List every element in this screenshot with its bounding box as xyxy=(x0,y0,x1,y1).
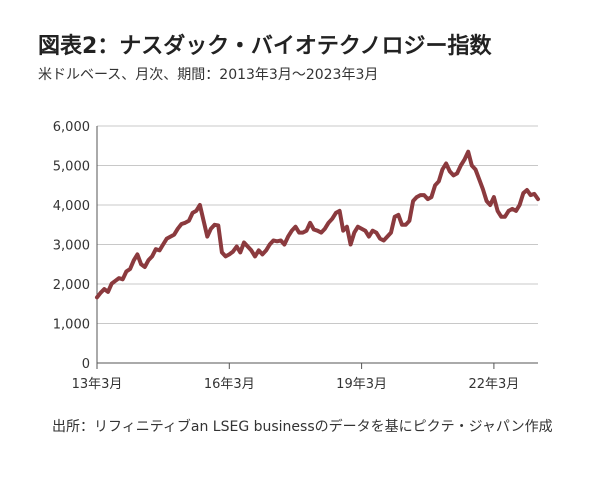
chart-title: 図表2：ナスダック・バイオテクノロジー指数 xyxy=(38,34,492,59)
y-tick-label: 3,000 xyxy=(53,239,90,254)
y-tick-label: 6,000 xyxy=(53,120,90,135)
line-chart: 0 1,000 2,000 3,000 4,000 5,000 6,000 13年3月 16年… xyxy=(53,120,540,392)
grid-lines xyxy=(97,125,538,324)
y-tick-label: 0 xyxy=(82,357,90,372)
plot-area xyxy=(95,149,540,300)
y-tick-label: 2,000 xyxy=(53,278,90,293)
series-line xyxy=(95,149,540,300)
y-tick-label: 1,000 xyxy=(53,318,90,333)
x-tick-label: 19年3月 xyxy=(336,377,387,392)
y-tick-label: 4,000 xyxy=(53,199,90,214)
y-axis: 0 1,000 2,000 3,000 4,000 5,000 6,000 xyxy=(53,120,98,372)
x-axis: 13年3月 16年3月 19年3月 22年3月 xyxy=(72,362,538,392)
x-tick-label: 16年3月 xyxy=(204,377,255,392)
x-tick-label: 13年3月 xyxy=(72,377,123,392)
y-tick-label: 5,000 xyxy=(53,160,90,175)
x-tick-label: 22年3月 xyxy=(468,377,519,392)
source-note: 出所：リフィニティブan LSEG businessのデータを基にピクテ・ジャパ… xyxy=(52,419,553,435)
chart-subtitle: 米ドルベース、月次、期間：2013年3月～2023年3月 xyxy=(38,67,379,83)
